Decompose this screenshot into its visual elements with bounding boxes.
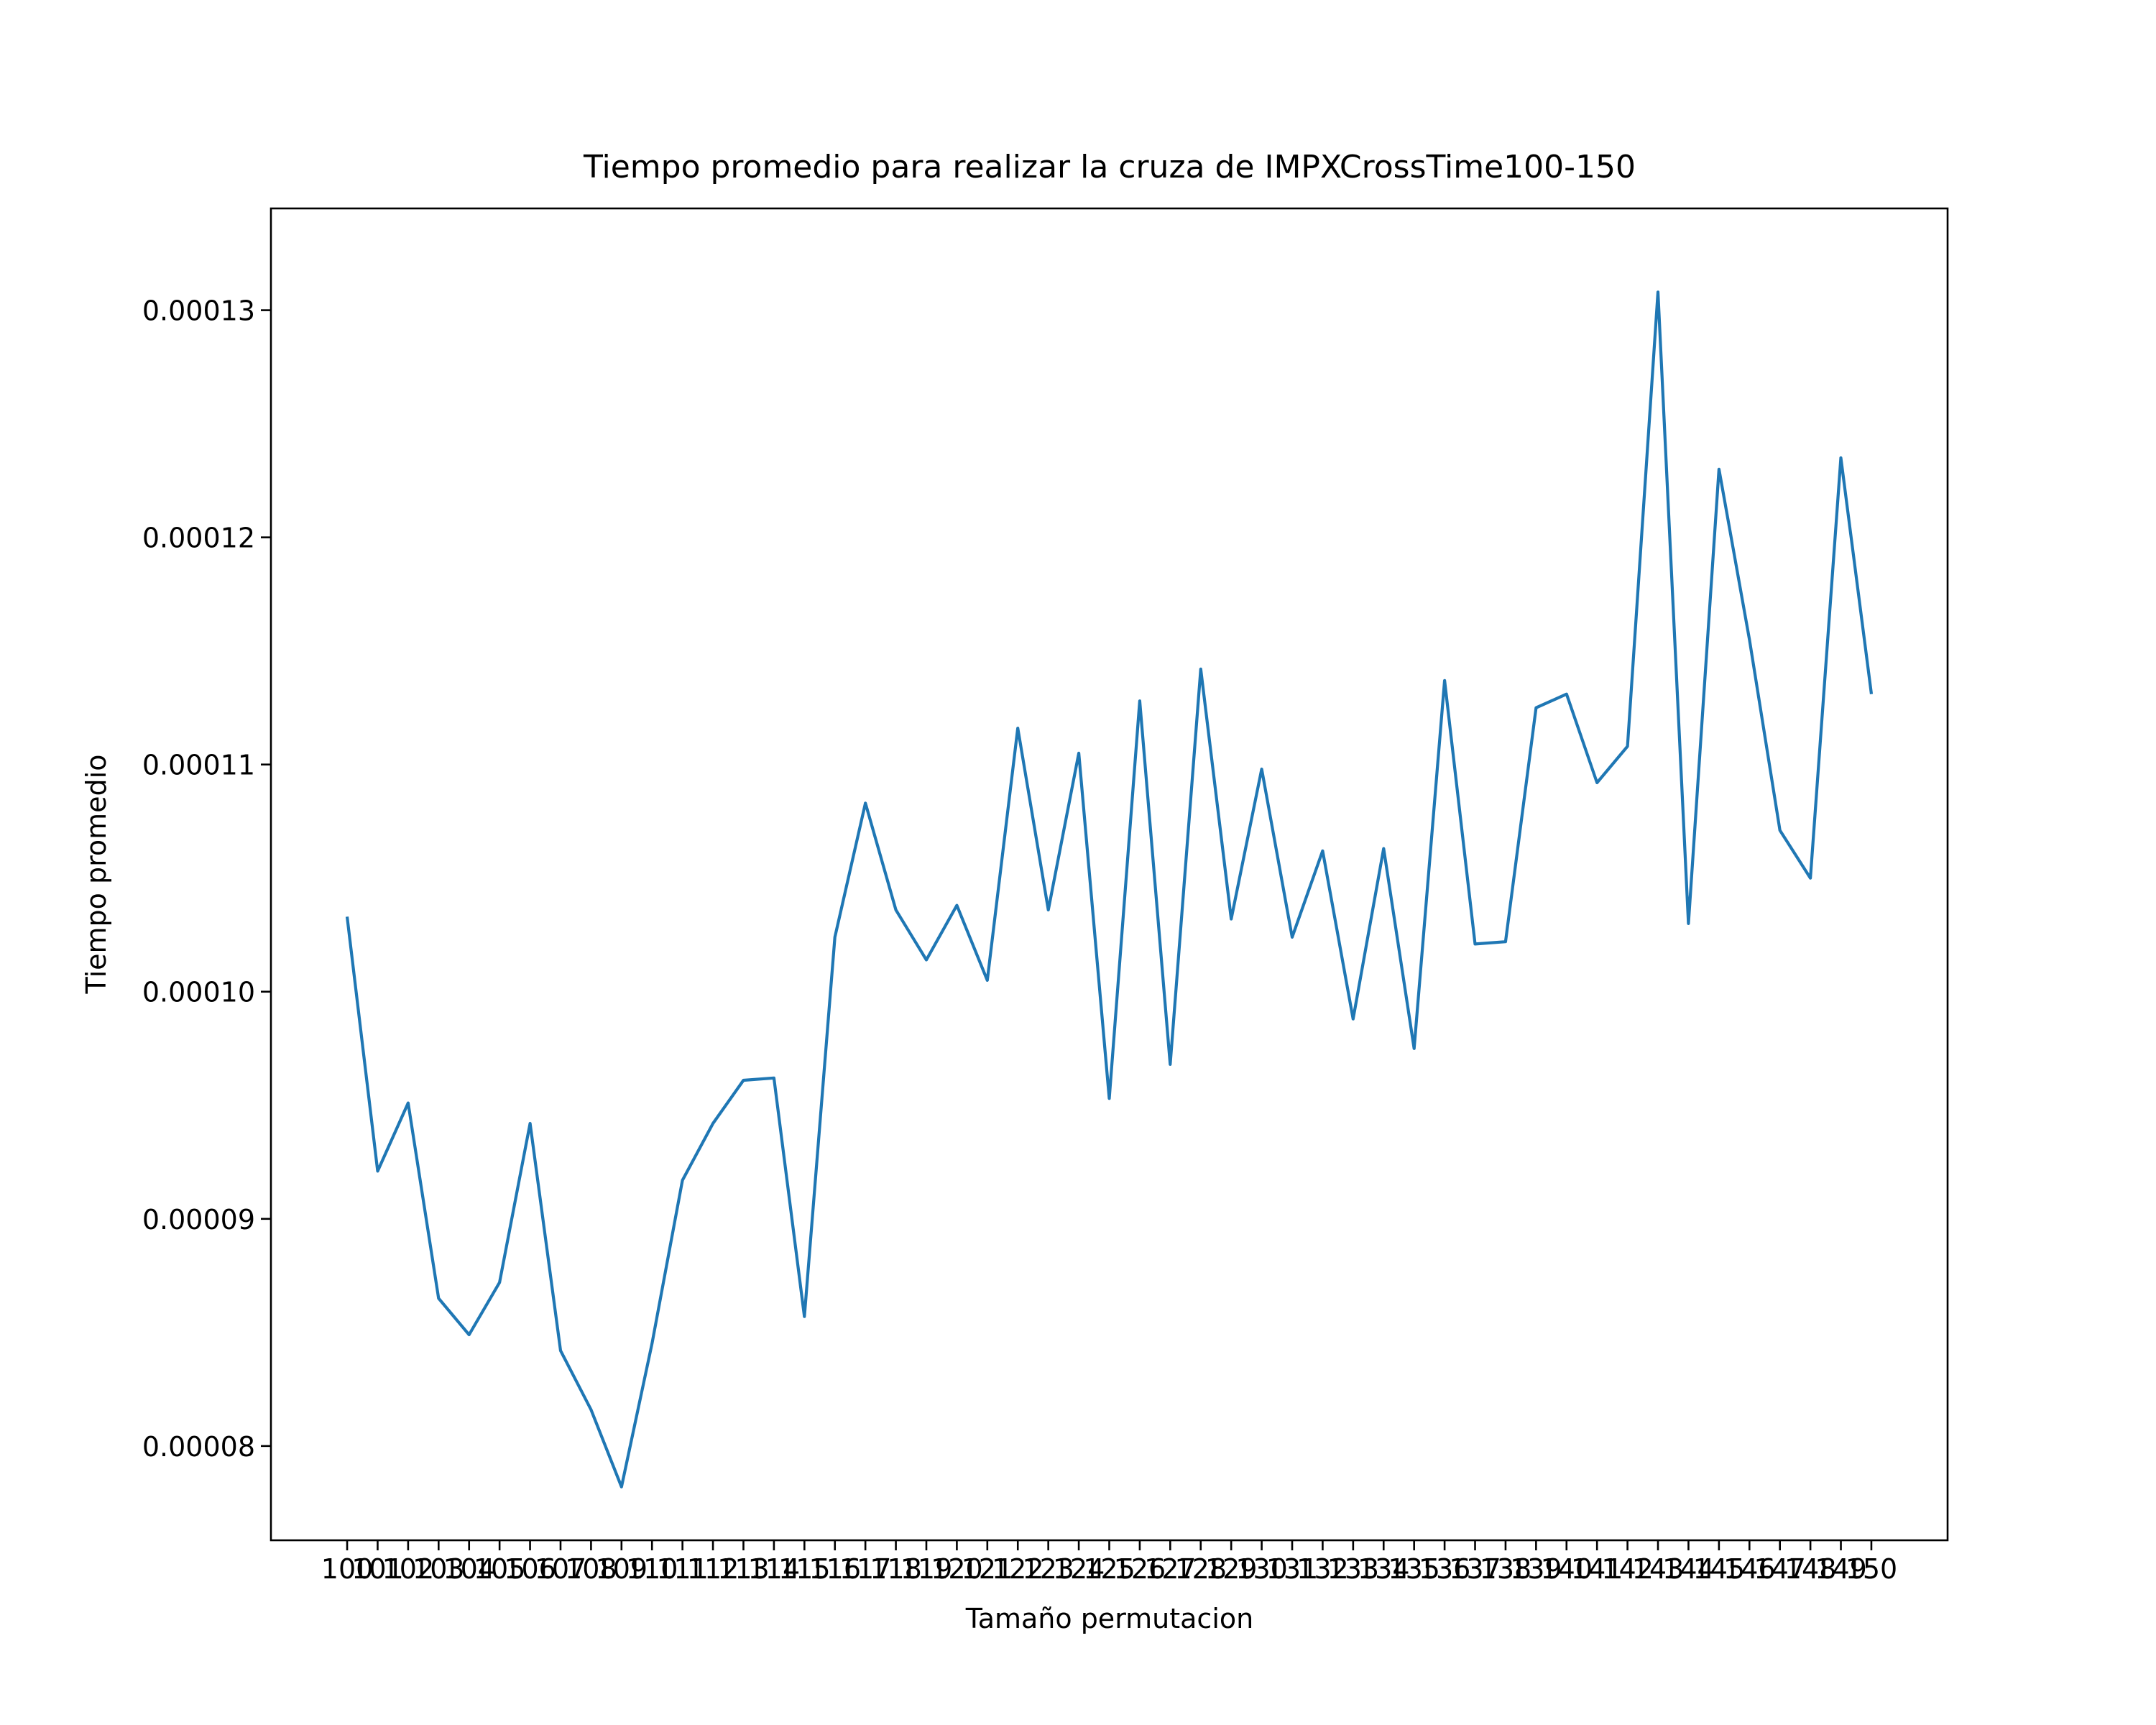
x-tick-label: 143 bbox=[1632, 1553, 1685, 1585]
x-tick-label: 124 bbox=[1053, 1553, 1105, 1585]
x-tick-label: 115 bbox=[778, 1553, 831, 1585]
x-tick-label: 121 bbox=[962, 1553, 1014, 1585]
y-tick-label: 0.00008 bbox=[142, 1431, 255, 1463]
x-tick-label: 109 bbox=[596, 1553, 648, 1585]
x-tick-label: 112 bbox=[687, 1553, 740, 1585]
series-line bbox=[345, 290, 1874, 1489]
x-tick-label: 137 bbox=[1449, 1553, 1501, 1585]
x-tick-label: 110 bbox=[626, 1553, 678, 1585]
x-tick-label: 114 bbox=[748, 1553, 801, 1585]
x-tick-label: 100 bbox=[321, 1553, 374, 1585]
x-tick-label: 126 bbox=[1114, 1553, 1166, 1585]
axes-frame bbox=[270, 207, 1949, 1542]
x-tick-label: 117 bbox=[839, 1553, 892, 1585]
y-axis-label: Tiempo promedio bbox=[80, 755, 112, 995]
x-tick-label: 122 bbox=[992, 1553, 1044, 1585]
y-tick-label: 0.00010 bbox=[142, 977, 255, 1008]
x-tick-label: 123 bbox=[1022, 1553, 1074, 1585]
x-tick-label: 127 bbox=[1144, 1553, 1197, 1585]
x-tick-label: 128 bbox=[1174, 1553, 1227, 1585]
x-tick-label: 118 bbox=[870, 1553, 922, 1585]
x-tick-label: 125 bbox=[1083, 1553, 1135, 1585]
x-tick-label: 138 bbox=[1480, 1553, 1532, 1585]
y-tick-label: 0.00012 bbox=[142, 523, 255, 554]
y-tick-label: 0.00013 bbox=[142, 295, 255, 327]
x-tick-label: 102 bbox=[382, 1553, 435, 1585]
x-tick-label: 120 bbox=[931, 1553, 983, 1585]
x-tick-label: 106 bbox=[504, 1553, 556, 1585]
x-tick-label: 116 bbox=[808, 1553, 861, 1585]
x-tick-label: 142 bbox=[1601, 1553, 1654, 1585]
x-tick-label: 131 bbox=[1266, 1553, 1319, 1585]
y-tick-label: 0.00009 bbox=[142, 1204, 255, 1236]
x-tick-label: 130 bbox=[1235, 1553, 1288, 1585]
x-tick-label: 144 bbox=[1662, 1553, 1715, 1585]
x-tick-label: 136 bbox=[1419, 1553, 1471, 1585]
x-tick-label: 101 bbox=[351, 1553, 404, 1585]
x-tick-label: 133 bbox=[1327, 1553, 1380, 1585]
x-tick-label: 104 bbox=[443, 1553, 495, 1585]
x-tick-label: 129 bbox=[1205, 1553, 1258, 1585]
x-axis-label: Tamaño permutacion bbox=[965, 1603, 1253, 1634]
x-tick-label: 113 bbox=[717, 1553, 770, 1585]
x-tick-label: 140 bbox=[1541, 1553, 1593, 1585]
x-tick-label: 111 bbox=[656, 1553, 709, 1585]
chart-title: Tiempo promedio para realizar la cruza d… bbox=[583, 149, 1636, 185]
x-tick-label: 134 bbox=[1358, 1553, 1410, 1585]
x-tick-label: 132 bbox=[1296, 1553, 1349, 1585]
x-tick-label: 145 bbox=[1693, 1553, 1746, 1585]
x-tick-label: 107 bbox=[535, 1553, 587, 1585]
x-tick-label: 141 bbox=[1571, 1553, 1623, 1585]
x-tick-label: 139 bbox=[1510, 1553, 1562, 1585]
x-tick-label: 148 bbox=[1784, 1553, 1837, 1585]
x-tick-label: 103 bbox=[413, 1553, 465, 1585]
x-tick-label: 135 bbox=[1388, 1553, 1440, 1585]
x-tick-label: 108 bbox=[565, 1553, 617, 1585]
x-tick-label: 146 bbox=[1723, 1553, 1776, 1585]
x-tick-label: 147 bbox=[1754, 1553, 1806, 1585]
y-tick-label: 0.00011 bbox=[142, 750, 255, 781]
x-tick-label: 150 bbox=[1846, 1553, 1898, 1585]
x-tick-label: 105 bbox=[474, 1553, 526, 1585]
plot-area bbox=[345, 290, 1874, 1489]
y-axis-ticks: 0.00008 0.00009 0.00010 0.00011 0.00012 0.000… bbox=[142, 295, 271, 1463]
x-axis-ticks: 1001011021031041051061071081091101111121… bbox=[321, 1540, 1897, 1585]
x-tick-label: 149 bbox=[1815, 1553, 1867, 1585]
x-tick-label: 119 bbox=[900, 1553, 953, 1585]
